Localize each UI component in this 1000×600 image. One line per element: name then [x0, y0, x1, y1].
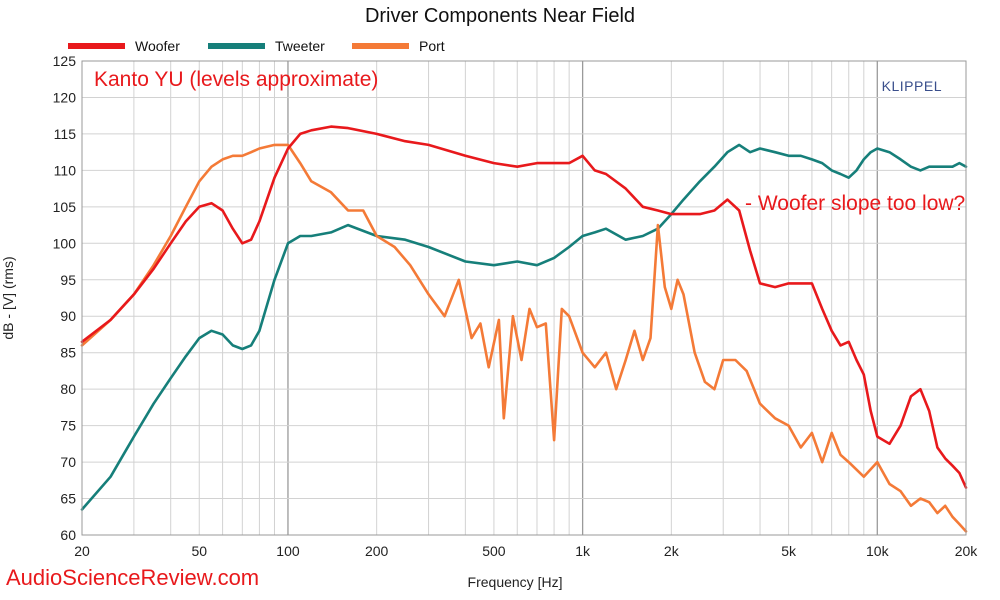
y-tick-label: 65: [60, 491, 76, 507]
chart-title: Driver Components Near Field: [365, 5, 635, 27]
watermark: AudioScienceReview.com: [6, 565, 259, 590]
y-tick-labels: 60 65 70 75 80 85 90 95 100 105 110 115 120 125: [53, 53, 77, 543]
y-tick-label: 70: [60, 454, 76, 470]
y-tick-label: 115: [54, 126, 77, 142]
legend-label-port: Port: [419, 38, 445, 54]
legend: Woofer Tweeter Port: [68, 38, 445, 54]
series-line-port: [80, 143, 968, 533]
y-tick-label: 85: [60, 345, 76, 361]
series-line-tweeter: [80, 143, 968, 511]
y-tick-label: 60: [60, 527, 76, 543]
y-axis-label: dB - [V] (rms): [0, 256, 16, 339]
x-tick-label: 500: [482, 543, 506, 559]
y-tick-label: 100: [53, 235, 77, 251]
y-tick-label: 80: [60, 381, 76, 397]
klippel-label: KLIPPEL: [882, 78, 942, 94]
y-tick-label: 95: [60, 272, 76, 288]
y-tick-label: 105: [53, 199, 77, 215]
x-axis-label: Frequency [Hz]: [468, 574, 563, 590]
x-tick-label: 5k: [781, 543, 797, 559]
x-tick-label: 20k: [955, 543, 979, 559]
x-tick-label: 50: [191, 543, 207, 559]
y-tick-label: 125: [53, 53, 77, 69]
annotation-model: Kanto YU (levels approximate): [94, 68, 378, 91]
x-tick-label: 1k: [575, 543, 591, 559]
legend-label-woofer: Woofer: [135, 38, 180, 54]
x-tick-labels: 20 50 100 200 500 1k 2k 5k 10k 20k: [74, 543, 978, 559]
x-tick-label: 2k: [664, 543, 680, 559]
annotation-woofer-slope: - Woofer slope too low?: [745, 192, 965, 215]
x-tick-label: 20: [74, 543, 90, 559]
plot-frame: [81, 60, 967, 536]
x-tick-label: 200: [365, 543, 389, 559]
legend-label-tweeter: Tweeter: [275, 38, 325, 54]
y-tick-label: 110: [54, 162, 77, 178]
x-tick-label: 100: [276, 543, 300, 559]
y-tick-label: 75: [60, 418, 76, 434]
y-tick-label: 120: [53, 89, 77, 105]
y-tick-label: 90: [60, 308, 76, 324]
series-line-woofer: [80, 125, 968, 489]
series-layer: [80, 125, 968, 533]
x-tick-label: 10k: [866, 543, 890, 559]
